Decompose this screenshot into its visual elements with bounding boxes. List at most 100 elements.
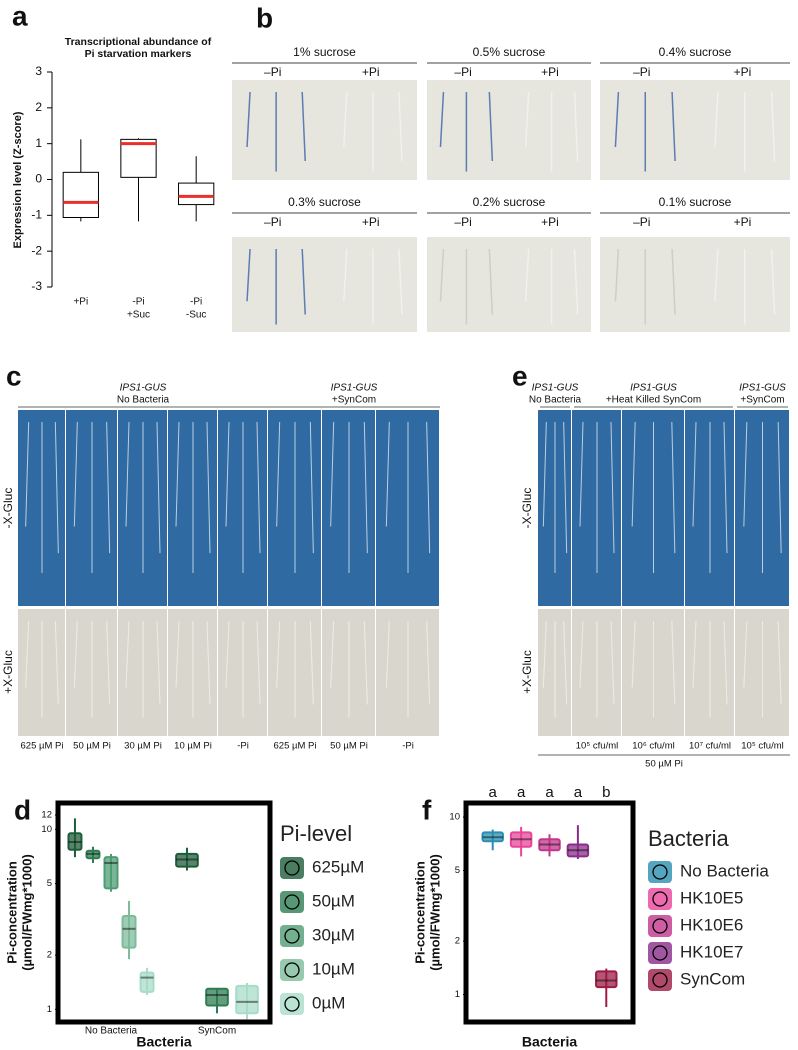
pi-label: +Pi	[541, 215, 559, 229]
x-tick-label: +Pi	[73, 297, 88, 308]
panel-letter: a	[12, 0, 28, 31]
root	[343, 248, 348, 302]
root	[106, 421, 111, 554]
y-tick-label: 2	[35, 100, 42, 114]
group-header: +SynCom	[740, 395, 784, 406]
legend-swatch	[648, 942, 672, 964]
root	[125, 620, 130, 688]
root	[777, 421, 782, 554]
box	[481, 831, 504, 843]
root	[777, 620, 782, 705]
root	[714, 248, 719, 302]
y-axis-label: (µmol/FWmg*1000)	[19, 854, 34, 971]
y-tick-label: -2	[31, 243, 42, 257]
root	[25, 620, 30, 688]
pi-label: –Pi	[633, 65, 650, 79]
root	[426, 421, 431, 554]
footer-label: 50 µM Pi	[645, 759, 683, 770]
y-tick-label: 1	[455, 989, 460, 1000]
root	[106, 620, 111, 705]
legend-swatch	[648, 915, 672, 937]
column-label: 10⁵ cfu/ml	[576, 741, 618, 752]
group-header: IPS1-GUS	[331, 383, 378, 394]
column-label: 50 µM Pi	[330, 741, 368, 752]
root	[671, 421, 676, 554]
y-tick-label: 1	[35, 136, 42, 150]
legend-swatch	[280, 891, 304, 913]
x-tick-label: -Suc	[186, 310, 207, 321]
y-tick-label: 10	[41, 824, 52, 835]
root	[276, 421, 281, 527]
group-header: No Bacteria	[529, 395, 582, 406]
root	[714, 91, 719, 148]
legend-label: HK10E6	[680, 915, 743, 934]
y-tick-label: 12	[41, 810, 52, 821]
box	[120, 138, 157, 178]
pi-label: –Pi	[633, 215, 650, 229]
y-tick-label: 2	[47, 950, 52, 961]
root	[563, 620, 568, 705]
root	[156, 421, 161, 554]
legend-label: No Bacteria	[680, 861, 769, 880]
column-label: 625 µM Pi	[274, 741, 317, 752]
y-tick-label: 1	[47, 1004, 52, 1015]
condition-title: 0.3% sucrose	[288, 195, 361, 209]
pi-label: –Pi	[264, 65, 281, 79]
root	[579, 620, 584, 688]
root	[398, 91, 403, 162]
column-label: 10⁶ cfu/ml	[632, 741, 674, 752]
photo	[232, 80, 417, 180]
root	[343, 91, 348, 148]
legend-label: HK10E7	[680, 942, 743, 961]
pi-label: –Pi	[264, 215, 281, 229]
pi-label: +Pi	[362, 65, 380, 79]
legend-label: SynCom	[680, 969, 745, 988]
group-header: IPS1-GUS	[120, 383, 167, 394]
box	[235, 984, 259, 1015]
legend-label: 10µM	[312, 959, 355, 978]
root	[524, 91, 530, 148]
legend-dot	[652, 891, 668, 907]
chart-title: Pi starvation markers	[85, 48, 192, 60]
root	[309, 620, 314, 705]
root	[206, 421, 211, 554]
root	[631, 620, 636, 688]
root	[610, 620, 615, 705]
root	[246, 248, 251, 302]
box	[67, 832, 83, 851]
legend-label: 625µM	[312, 857, 364, 876]
condition-title: 0.5% sucrose	[473, 45, 546, 59]
box	[103, 856, 119, 890]
root	[246, 91, 251, 148]
legend-title: Pi-level	[280, 821, 352, 846]
group-header: +Heat Killed SynCom	[606, 395, 701, 406]
root	[225, 620, 230, 688]
root	[692, 620, 697, 688]
panel-letter: b	[256, 2, 273, 33]
root	[614, 248, 620, 302]
panel-letter: c	[6, 360, 22, 391]
group-header: IPS1-GUS	[630, 383, 677, 394]
root	[439, 91, 445, 148]
box	[85, 849, 101, 860]
root	[723, 421, 728, 554]
y-tick-label: 3	[35, 64, 42, 78]
root	[563, 421, 568, 554]
condition-title: 0.2% sucrose	[473, 195, 546, 209]
root	[573, 91, 579, 162]
row-label: +X-Gluc	[520, 650, 534, 694]
panel-letter: d	[14, 794, 31, 825]
pi-label: –Pi	[454, 65, 471, 79]
legend-title: Bacteria	[648, 826, 729, 851]
pi-label: +Pi	[734, 65, 752, 79]
root	[542, 620, 547, 688]
group-header: +SynCom	[332, 395, 376, 406]
root	[276, 620, 281, 688]
legend-swatch	[280, 993, 304, 1015]
root	[256, 421, 261, 554]
legend-dot	[284, 928, 300, 944]
root	[156, 620, 161, 705]
y-tick-label: -3	[31, 279, 42, 293]
root	[770, 248, 776, 315]
